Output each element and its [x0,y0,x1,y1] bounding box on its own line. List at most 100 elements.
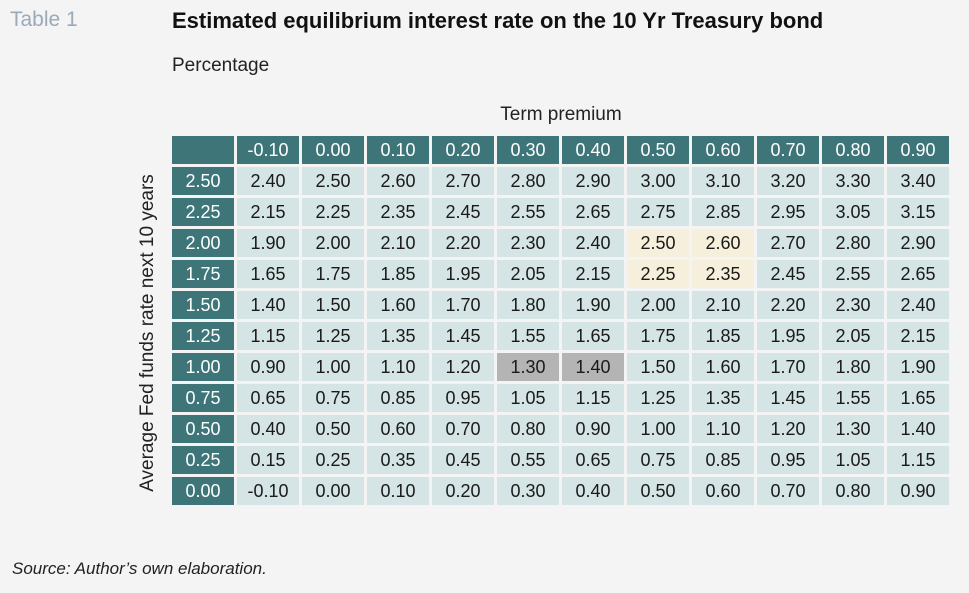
table-cell: 0.90 [562,415,624,443]
table-cell: 2.40 [562,229,624,257]
table-cell: 0.35 [367,446,429,474]
table-cell: 1.25 [627,384,689,412]
table-cell: 1.10 [367,353,429,381]
table-cell: 1.65 [562,322,624,350]
table-row: 1.75 1.65 1.75 1.85 1.95 2.05 2.15 2.25 2.35 2.45… [172,260,949,288]
column-header: 0.90 [887,136,949,164]
table-cell: 1.80 [497,291,559,319]
table-cell: 1.00 [302,353,364,381]
table-cell: 2.40 [237,167,299,195]
table-cell: 0.95 [757,446,819,474]
table-cell: 1.00 [627,415,689,443]
table-cell: 2.30 [822,291,884,319]
table-cell: 2.65 [887,260,949,288]
rate-table-body: -0.10 0.00 0.10 0.20 0.30 0.40 0.50 0.60 0.70 0.8… [172,136,949,505]
table-cell: 2.05 [822,322,884,350]
table-cell: 1.20 [757,415,819,443]
row-header: 0.75 [172,384,234,412]
row-header: 0.25 [172,446,234,474]
table-cell: 2.20 [757,291,819,319]
row-header: 0.00 [172,477,234,505]
table-cell: 2.25 [627,260,689,288]
table-cell: 0.60 [692,477,754,505]
column-header: 0.60 [692,136,754,164]
table-cell: 2.65 [562,198,624,226]
table-cell: 1.80 [822,353,884,381]
table-cell: 2.20 [432,229,494,257]
table-cell: 3.10 [692,167,754,195]
table-cell: 0.40 [562,477,624,505]
table-cell: 2.55 [497,198,559,226]
table-cell: 3.05 [822,198,884,226]
row-header: 2.00 [172,229,234,257]
table-cell: 1.45 [757,384,819,412]
table-cell: 3.30 [822,167,884,195]
table-cell: 1.65 [887,384,949,412]
table-cell: 1.40 [562,353,624,381]
table-cell: 2.10 [367,229,429,257]
table-cell: 1.15 [887,446,949,474]
column-header: 0.00 [302,136,364,164]
table-cell: 2.00 [627,291,689,319]
table-cell: 3.00 [627,167,689,195]
table-row: 1.25 1.15 1.25 1.35 1.45 1.55 1.65 1.75 1.85 1.95… [172,322,949,350]
table-cell: 1.45 [432,322,494,350]
table-cell: 0.40 [237,415,299,443]
table-cell: 1.70 [432,291,494,319]
table-cell: 0.80 [822,477,884,505]
column-header: 0.10 [367,136,429,164]
table-row: 2.00 1.90 2.00 2.10 2.20 2.30 2.40 2.50 2.60 2.70… [172,229,949,257]
row-header: 1.75 [172,260,234,288]
table-cell: 0.95 [432,384,494,412]
row-header: 1.25 [172,322,234,350]
table-cell: 2.00 [302,229,364,257]
table-cell: 1.95 [432,260,494,288]
table-cell: 2.30 [497,229,559,257]
table-cell: 1.75 [627,322,689,350]
table-row: 1.50 1.40 1.50 1.60 1.70 1.80 1.90 2.00 2.10 2.20… [172,291,949,319]
table-cell: 0.25 [302,446,364,474]
table-cell: 2.15 [887,322,949,350]
table-row: 2.50 2.40 2.50 2.60 2.70 2.80 2.90 3.00 3.10 3.20… [172,167,949,195]
source-note: Source: Author’s own elaboration. [12,559,267,578]
row-header: 2.25 [172,198,234,226]
table-cell: 1.05 [497,384,559,412]
table-cell: 2.45 [757,260,819,288]
table-cell: 1.40 [887,415,949,443]
table-cell: 0.30 [497,477,559,505]
row-header: 1.00 [172,353,234,381]
table-cell: 1.70 [757,353,819,381]
table-cell: 0.65 [237,384,299,412]
table-cell: 0.80 [497,415,559,443]
row-header: 0.50 [172,415,234,443]
table-cell: 2.40 [887,291,949,319]
table-row: 0.75 0.65 0.75 0.85 0.95 1.05 1.15 1.25 1.35 1.45… [172,384,949,412]
table-cell: 3.40 [887,167,949,195]
table-title: Estimated equilibrium interest rate on t… [172,8,824,33]
table-cell: 2.80 [497,167,559,195]
column-header: 0.30 [497,136,559,164]
column-header: 0.80 [822,136,884,164]
table-cell: 0.60 [367,415,429,443]
column-header: 0.70 [757,136,819,164]
table-cell: 1.50 [627,353,689,381]
table-cell: 2.15 [562,260,624,288]
row-header: 1.50 [172,291,234,319]
table-cell: 1.35 [367,322,429,350]
table-cell: 0.15 [237,446,299,474]
column-header: -0.10 [237,136,299,164]
table-cell: 0.65 [562,446,624,474]
table-cell: 1.15 [237,322,299,350]
table-row: 0.00 -0.10 0.00 0.10 0.20 0.30 0.40 0.50 0.60 0.7… [172,477,949,505]
table-cell: 2.60 [692,229,754,257]
table-cell: 0.45 [432,446,494,474]
table-cell: 2.90 [887,229,949,257]
table-cell: 0.70 [757,477,819,505]
table-cell: 2.70 [757,229,819,257]
table-cell: 2.10 [692,291,754,319]
table-cell: 3.15 [887,198,949,226]
table-cell: 0.75 [627,446,689,474]
table-cell: 0.10 [367,477,429,505]
table-cell: -0.10 [237,477,299,505]
rate-table: -0.10 0.00 0.10 0.20 0.30 0.40 0.50 0.60 0.70 0.8… [169,133,952,508]
